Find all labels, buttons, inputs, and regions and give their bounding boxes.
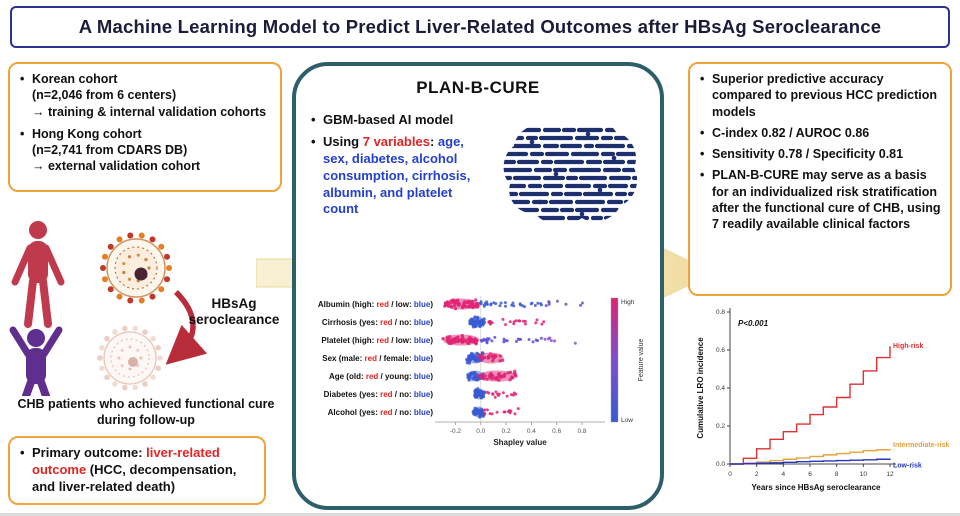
svg-text:0.0: 0.0 — [476, 428, 485, 435]
cohorts-box: Korean cohort (n=2,046 from 6 centers) →… — [8, 62, 282, 192]
patient-purple-icon — [9, 326, 63, 396]
ai-brain-icon — [503, 127, 638, 221]
page-title: A Machine Learning Model to Predict Live… — [78, 16, 882, 37]
result-bullet: C-index 0.82 / AUROC 0.86 — [699, 125, 941, 142]
svg-text:Albumin (high: red / low: blue: Albumin (high: red / low: blue) — [318, 300, 433, 309]
svg-text:0.4: 0.4 — [527, 428, 536, 435]
cohort-note: → training & internal validation cohorts — [32, 104, 267, 119]
svg-text:0.8: 0.8 — [716, 309, 725, 316]
svg-text:Years since HBsAg seroclearanc: Years since HBsAg seroclearance — [752, 483, 882, 492]
svg-text:0.4: 0.4 — [716, 385, 725, 392]
svg-text:0.6: 0.6 — [552, 428, 561, 435]
results-box: Superior predictive accuracy compared to… — [688, 62, 952, 296]
svg-text:4: 4 — [782, 471, 786, 478]
svg-text:Cirrhosis (yes: red / no: blue: Cirrhosis (yes: red / no: blue) — [322, 318, 433, 327]
outcome-box: Primary outcome: liver-related outcome (… — [8, 436, 266, 505]
result-bullet: Sensitivity 0.78 / Specificity 0.81 — [699, 146, 941, 163]
svg-text:10: 10 — [860, 471, 868, 478]
cohort-item-hongkong: Hong Kong cohort (n=2,741 from CDARS DB)… — [19, 126, 271, 175]
svg-text:0.0: 0.0 — [716, 461, 725, 468]
svg-text:Sex (male: red / female: blue): Sex (male: red / female: blue) — [322, 354, 433, 363]
svg-text:Low-risk: Low-risk — [893, 463, 922, 470]
svg-text:P<0.001: P<0.001 — [738, 319, 769, 328]
svg-text:Diabetes (yes: red / no: blue): Diabetes (yes: red / no: blue) — [324, 390, 434, 399]
outcome-prefix: Primary outcome: — [32, 445, 147, 460]
svg-text:Age (old: red / young: blue): Age (old: red / young: blue) — [329, 372, 433, 381]
title-banner: A Machine Learning Model to Predict Live… — [10, 6, 950, 48]
plan-b-cure-panel: PLAN-B-CURE GBM-based AI model Using 7 v… — [292, 62, 664, 510]
svg-text:Shapley value: Shapley value — [493, 438, 547, 447]
svg-text:Platelet (high: red / low: blu: Platelet (high: red / low: blue) — [321, 336, 433, 345]
patients-virus-illustration: HBsAg seroclearance — [9, 221, 280, 396]
model-description: GBM-based AI model Using 7 variables: ag… — [310, 112, 490, 223]
hbsag-label-line2: seroclearance — [189, 312, 280, 327]
variables-sep: : — [429, 133, 438, 149]
model-name: PLAN-B-CURE — [416, 78, 540, 97]
cohort-item-korean: Korean cohort (n=2,046 from 6 centers) →… — [19, 71, 271, 120]
svg-text:2: 2 — [755, 471, 759, 478]
svg-text:Cumulative LRO incidence: Cumulative LRO incidence — [696, 337, 705, 439]
hbsag-label-line1: HBsAg — [211, 296, 256, 311]
svg-text:Feature value: Feature value — [638, 338, 645, 381]
outcome-suffix: (HCC, decompensation, and liver-related … — [32, 461, 237, 494]
svg-text:0.6: 0.6 — [716, 347, 725, 354]
variables-highlight: 7 variables — [362, 133, 430, 149]
svg-text:Intermediate-risk: Intermediate-risk — [893, 442, 950, 449]
svg-text:6: 6 — [808, 471, 812, 478]
seroclearance-arrow-icon — [165, 290, 208, 365]
svg-text:0.8: 0.8 — [577, 428, 586, 435]
bottom-edge — [0, 513, 960, 516]
model-type-bullet: GBM-based AI model — [310, 112, 490, 129]
variables-prefix: Using — [323, 133, 363, 149]
shap-plot: -0.2 0.0 0.2 0.4 0.6 0.8 Shapley value Albumin … — [318, 296, 645, 447]
svg-text:High-risk: High-risk — [893, 343, 923, 350]
svg-text:0.2: 0.2 — [502, 428, 511, 435]
svg-text:8: 8 — [835, 471, 839, 478]
svg-text:0: 0 — [728, 471, 732, 478]
cohort-name: Hong Kong cohort — [19, 126, 271, 143]
svg-text:12: 12 — [886, 471, 894, 478]
km-plot: 0.0 0.2 0.4 0.6 0.8 0 2 4 6 8 10 12 Years since HBsA… — [696, 308, 950, 492]
cohort-detail: (n=2,046 from 6 centers) — [32, 88, 177, 103]
svg-text:High: High — [621, 299, 635, 306]
svg-text:Alcohol (yes: red / no: blue): Alcohol (yes: red / no: blue) — [328, 408, 434, 417]
hbv-virus-icon — [100, 232, 172, 304]
cleared-virus-icon — [97, 325, 163, 391]
primary-outcome-bullet: Primary outcome: liver-related outcome (… — [19, 445, 255, 496]
svg-text:-0.2: -0.2 — [450, 428, 462, 435]
variables-list: age, sex, diabetes, alcohol consumption,… — [323, 133, 471, 217]
patient-red-icon — [11, 221, 65, 328]
cohort-detail: (n=2,741 from CDARS DB) — [32, 143, 188, 157]
result-bullet: Superior predictive accuracy compared to… — [699, 71, 941, 120]
outcome-highlight: liver-related outcome — [32, 445, 220, 477]
svg-text:0.2: 0.2 — [716, 423, 725, 430]
svg-text:Low: Low — [621, 417, 633, 424]
variables-bullet: Using 7 variables: age, sex, diabetes, a… — [310, 134, 490, 218]
cohort-note: → external validation cohort — [32, 159, 201, 174]
patients-caption: CHB patients who achieved functional cur… — [17, 397, 275, 427]
result-bullet: PLAN-B-CURE may serve as a basis for an … — [699, 167, 941, 232]
cohort-name: Korean cohort — [19, 71, 271, 88]
